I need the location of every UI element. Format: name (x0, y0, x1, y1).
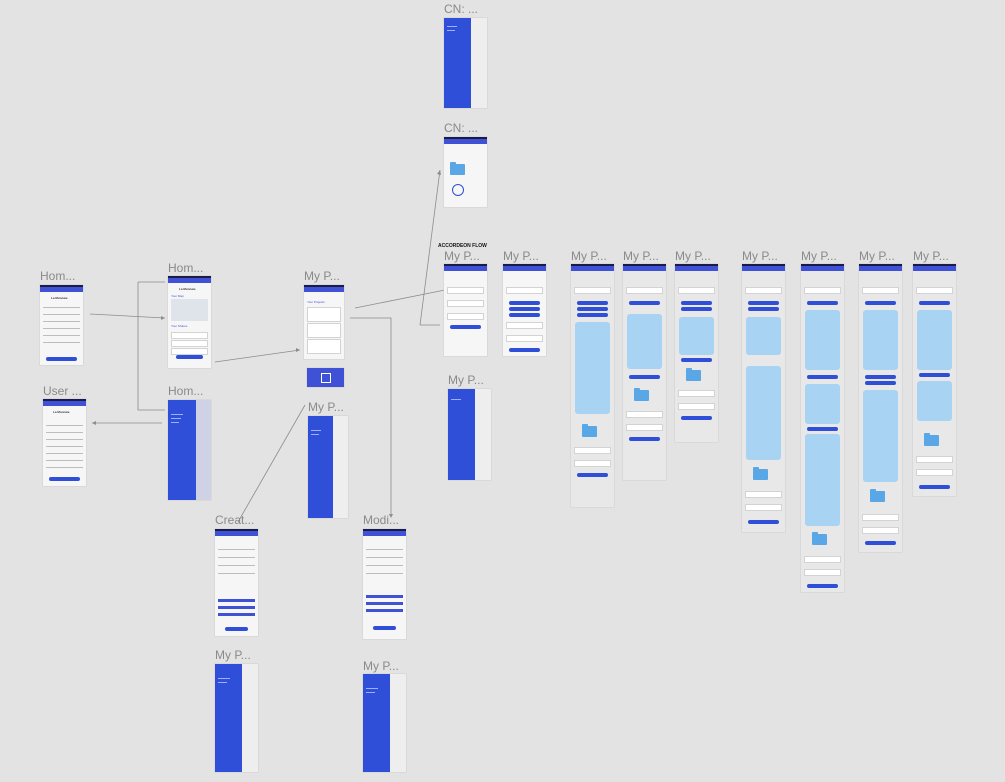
screen-acc-1[interactable] (444, 264, 487, 356)
screen-acc-8[interactable] (859, 264, 902, 552)
connector-cn (419, 169, 441, 326)
connector-myprojects-accordeon (354, 289, 446, 309)
frame-title-acc-7: My P... (801, 249, 837, 263)
screen-home-login[interactable]: La Monnaie (40, 285, 83, 365)
folder-icon (582, 424, 597, 437)
connector-home-home3 (137, 282, 165, 411)
create-button[interactable] (225, 627, 248, 631)
map-image[interactable] (171, 299, 208, 321)
primary-button[interactable] (176, 355, 203, 359)
folder-icon (450, 162, 465, 175)
frame-title-home-1: Hom... (40, 269, 76, 283)
frame-title-acc-1: My P... (444, 249, 480, 263)
screen-home-map[interactable]: La Monnaie Your Map Your Shares (168, 276, 211, 368)
screen-acc-1-drawer[interactable] (448, 389, 491, 480)
screen-modify-project[interactable] (363, 529, 406, 639)
folder-icon (924, 433, 939, 446)
create-project-button[interactable] (509, 348, 540, 352)
save-button[interactable] (373, 626, 396, 630)
folder-icon (686, 368, 701, 381)
shares-section-title: Your Shares (171, 324, 188, 328)
map-section-title: Your Map (171, 294, 184, 298)
connector-home-home2 (89, 313, 166, 319)
connector-home2-myprojects (214, 349, 301, 363)
screen-my-projects-drawer-2[interactable] (215, 664, 258, 772)
brand-label: La Monnaie (53, 410, 70, 414)
frame-title-my-projects-1: My P... (304, 269, 340, 283)
screen-my-projects[interactable]: Your Projects (304, 285, 344, 359)
frame-title-modify: Modi... (363, 513, 400, 527)
folder-icon (870, 489, 885, 502)
frame-title-acc-6: My P... (742, 249, 778, 263)
connector-create (237, 404, 306, 523)
screen-home-drawer[interactable] (168, 400, 211, 500)
nav-drawer[interactable] (168, 400, 196, 500)
frame-title-home-2: Hom... (168, 261, 204, 275)
screen-acc-6[interactable] (742, 264, 785, 532)
screen-acc-5[interactable] (675, 264, 718, 442)
screen-acc-7[interactable] (801, 264, 844, 592)
screen-create-project[interactable] (215, 529, 258, 636)
screen-acc-9[interactable] (913, 264, 956, 496)
frame-title-my-projects-2: My P... (308, 400, 344, 414)
frame-title-acc-8: My P... (859, 249, 895, 263)
frame-title-acc-3: My P... (571, 249, 607, 263)
frame-title-acc-1b: My P... (448, 373, 484, 387)
screen-acc-3[interactable] (571, 264, 614, 507)
projects-heading: Your Projects (307, 300, 325, 304)
folder-icon (634, 388, 649, 401)
frame-title-acc-9: My P... (913, 249, 949, 263)
link-icon (452, 184, 464, 196)
accordion-card[interactable] (575, 322, 610, 414)
frame-title-my-projects-4: My P... (363, 659, 399, 673)
frame-title-create: Creat... (215, 513, 255, 527)
frame-title-my-projects-3: My P... (215, 648, 251, 662)
folder-icon (812, 532, 827, 545)
screen-cn-drawer[interactable] (444, 18, 487, 108)
login-button[interactable] (46, 357, 77, 361)
frame-title-home-3: Hom... (168, 384, 204, 398)
add-icon[interactable] (321, 373, 331, 383)
frame-title-acc-5: My P... (675, 249, 711, 263)
frame-title-cn-1: CN: ... (444, 2, 479, 16)
create-project-button[interactable] (450, 325, 481, 329)
screen-user[interactable]: La Monnaie (43, 399, 86, 486)
register-button[interactable] (49, 477, 80, 481)
screen-my-projects-empty[interactable] (307, 368, 344, 387)
screen-cn-share[interactable] (444, 137, 487, 207)
folder-icon (753, 467, 768, 480)
brand-label: La Monnaie (51, 296, 68, 300)
screen-my-projects-drawer[interactable] (308, 416, 348, 518)
frame-title-cn-2: CN: ... (444, 121, 479, 135)
screen-acc-4[interactable] (623, 264, 666, 480)
connector-myprojects-modify (350, 317, 392, 515)
screen-acc-2[interactable] (503, 264, 546, 356)
frame-title-acc-4: My P... (623, 249, 659, 263)
frame-title-user: User ... (43, 384, 82, 398)
brand-label: La Monnaie (179, 287, 196, 291)
frame-title-acc-2: My P... (503, 249, 539, 263)
accordeon-flow-label: ACCORDEON FLOW (438, 243, 487, 249)
screen-my-projects-drawer-3[interactable] (363, 674, 406, 772)
